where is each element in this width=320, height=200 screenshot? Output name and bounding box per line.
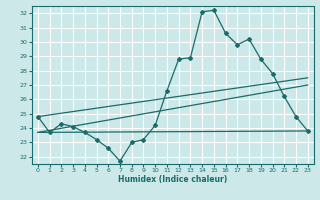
- X-axis label: Humidex (Indice chaleur): Humidex (Indice chaleur): [118, 175, 228, 184]
